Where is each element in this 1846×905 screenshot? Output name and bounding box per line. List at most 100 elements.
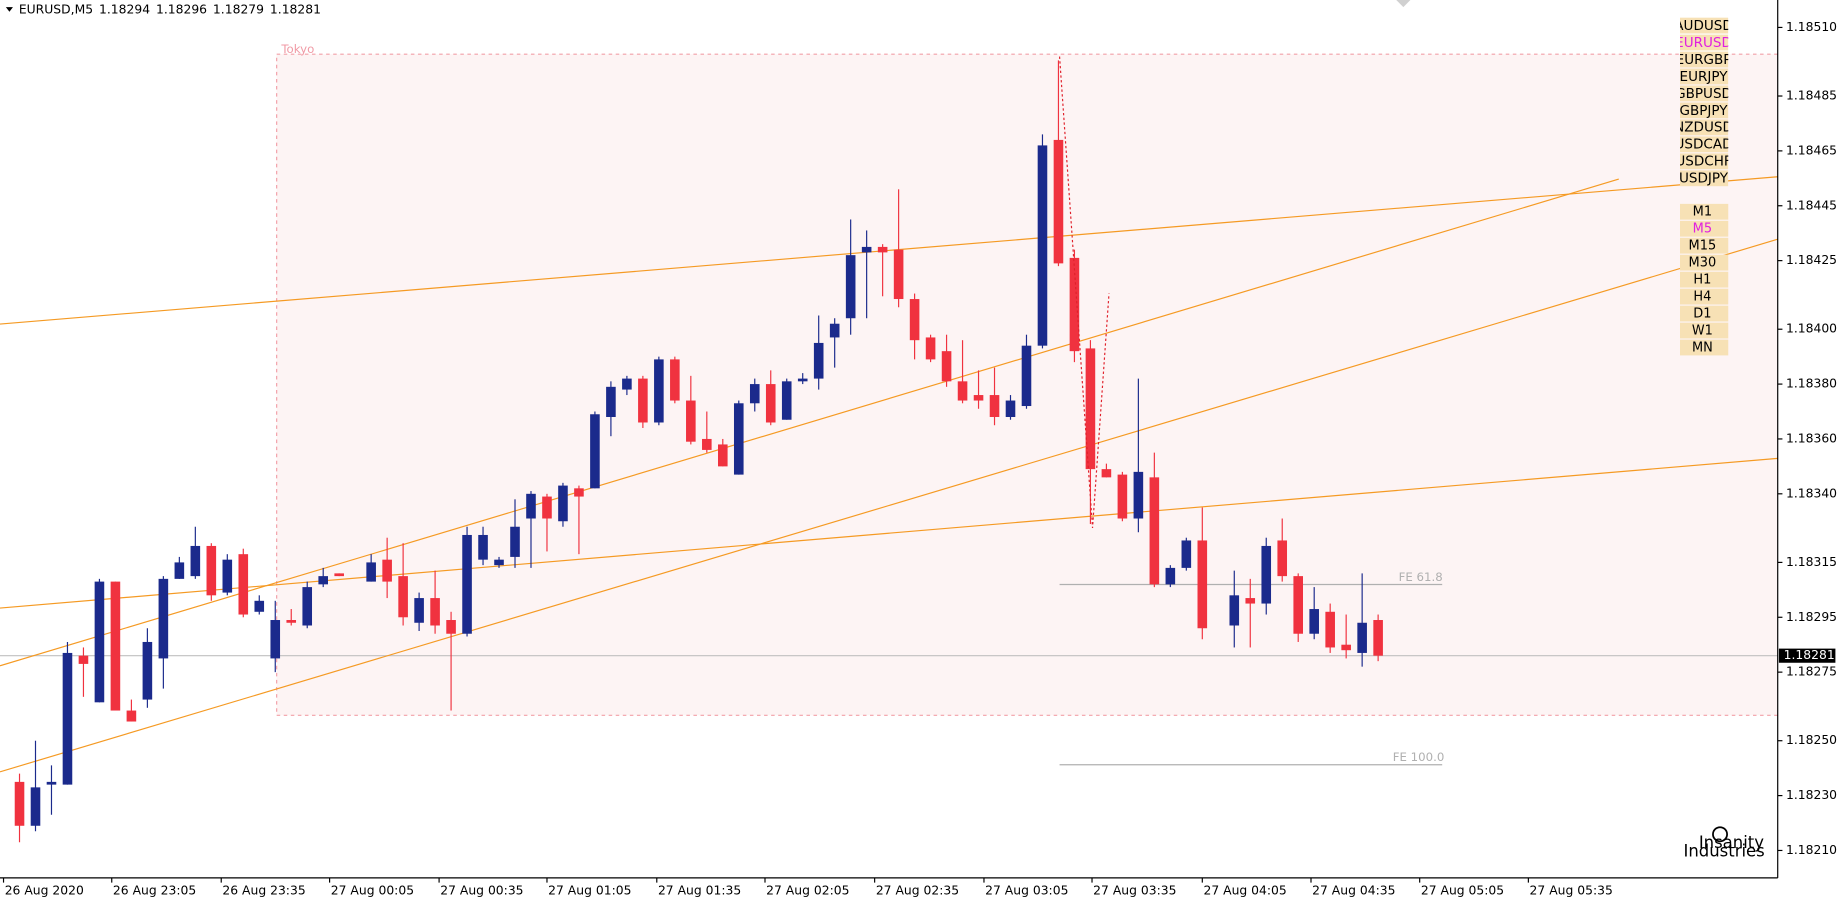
timeframe-button-bg (1680, 220, 1729, 237)
candle-body (797, 378, 808, 382)
timeframe-button[interactable]: H4 (1693, 289, 1711, 304)
symbol-button-bg (1680, 17, 1729, 34)
symbol-button-bg (1680, 68, 1729, 85)
candle-body (446, 620, 456, 634)
candle-body (813, 342, 824, 379)
candle-body (158, 578, 169, 659)
y-tick-label: 1.18340 (1786, 486, 1837, 500)
x-tick-label: 26 Aug 23:05 (113, 883, 196, 897)
candle-body (702, 438, 712, 450)
symbol-button[interactable]: USDJPY (1679, 171, 1729, 187)
timeframe-button[interactable]: H1 (1693, 272, 1711, 287)
candle-body (1133, 471, 1144, 519)
y-tick-label: 1.18315 (1786, 555, 1837, 569)
candle-body (494, 559, 504, 566)
symbol-button[interactable]: EURUSD (1675, 35, 1732, 51)
timeframe-button-bg (1680, 254, 1729, 271)
candle-body (1037, 145, 1048, 346)
x-tick-label: 27 Aug 05:05 (1421, 883, 1504, 897)
candle-body (1085, 348, 1096, 470)
candle-body (542, 496, 552, 519)
timeframe-button[interactable]: MN (1692, 340, 1713, 355)
y-tick-label: 1.18465 (1786, 143, 1837, 157)
candle-body (590, 414, 600, 489)
timeframe-button[interactable]: W1 (1692, 323, 1713, 338)
symbol-button[interactable]: EURJPY (1680, 69, 1729, 85)
x-tick-label: 27 Aug 00:35 (440, 883, 523, 897)
symbol-button[interactable]: EURGBP (1676, 52, 1732, 68)
candle-body (733, 403, 744, 475)
x-tick-label: 27 Aug 00:05 (331, 883, 414, 897)
candle-body (1069, 257, 1080, 352)
zigzag (1058, 56, 1110, 528)
timeframe-button-bg (1680, 203, 1729, 220)
symbol-button-bg (1680, 51, 1729, 68)
x-tick-label: 27 Aug 03:05 (985, 883, 1068, 897)
candle-body (46, 781, 57, 785)
y-tick-label: 1.18360 (1786, 431, 1837, 445)
candle-body (925, 337, 936, 360)
timeframe-button-bg (1680, 339, 1729, 356)
symbol-button[interactable]: NZDUSD (1674, 120, 1733, 136)
candle-body (1165, 567, 1176, 585)
candle-body (526, 493, 536, 519)
x-tick-label: 27 Aug 02:35 (876, 883, 959, 897)
candle-body (909, 299, 920, 341)
trend-line (0, 176, 1778, 325)
candle-body (430, 598, 440, 626)
candle-body (1325, 611, 1335, 648)
timeframe-button[interactable]: M30 (1689, 256, 1717, 271)
candle-body (622, 378, 632, 390)
symbol-button[interactable]: AUDUSD (1674, 18, 1732, 34)
candle-body (989, 395, 1000, 418)
candle-body (781, 381, 792, 420)
x-tick-label: 26 Aug 23:35 (222, 883, 305, 897)
symbol-button[interactable]: GBPUSD (1675, 86, 1732, 102)
candle-body (1053, 139, 1064, 264)
candle-body (478, 534, 488, 560)
candle-body (222, 559, 233, 593)
timeframe-button[interactable]: M15 (1689, 239, 1717, 254)
candle-body (1309, 609, 1319, 634)
y-tick-label: 1.18400 (1786, 322, 1837, 336)
candle-body (606, 386, 616, 418)
x-tick-label: 27 Aug 03:35 (1093, 883, 1176, 897)
menu-arrow[interactable] (5, 7, 13, 12)
candle-body (318, 576, 328, 585)
candle-body (1245, 598, 1256, 604)
candle-body (686, 400, 696, 442)
timeframe-button[interactable]: M5 (1693, 222, 1712, 237)
candle-body (1341, 644, 1351, 651)
symbol-button[interactable]: USDCAD (1675, 137, 1733, 153)
symbol-button[interactable]: USDCHF (1675, 154, 1731, 170)
candle-body (414, 598, 424, 623)
candle-body (893, 249, 904, 300)
candle-body (174, 562, 185, 579)
candle-body (334, 573, 344, 577)
fib-label: FE 61.8 (1399, 570, 1443, 584)
y-tick-label: 1.18445 (1786, 198, 1837, 212)
plot-area: Tokyo FE 61.8 FE 100.0 (0, 42, 1778, 843)
timeframe-button[interactable]: M1 (1693, 205, 1712, 220)
candle-body (366, 562, 376, 582)
candle-body (110, 581, 121, 711)
y-tick-label: 1.18250 (1786, 733, 1837, 747)
candle-body (270, 620, 281, 659)
candle-body (1277, 540, 1288, 577)
timeframe-button-bg (1680, 271, 1729, 288)
candle-body (78, 655, 89, 664)
y-tick-label: 1.18230 (1786, 788, 1837, 802)
symbol-button-bg (1680, 170, 1729, 187)
timeframe-button-bg (1680, 305, 1729, 322)
candle-body (30, 787, 41, 826)
symbol-button[interactable]: GBPJPY (1680, 103, 1729, 119)
x-tick-label: 27 Aug 01:05 (548, 883, 631, 897)
candle-body (1197, 540, 1208, 629)
timeframe-button-bg (1680, 288, 1729, 305)
timeframe-button[interactable]: D1 (1693, 306, 1711, 321)
session-label: Tokyo (280, 42, 314, 56)
chart-header: EURUSD,M5 1.18294 1.18296 1.18279 1.18281 (19, 2, 321, 16)
logo-icon (1712, 826, 1728, 843)
candle-body (1373, 620, 1383, 656)
